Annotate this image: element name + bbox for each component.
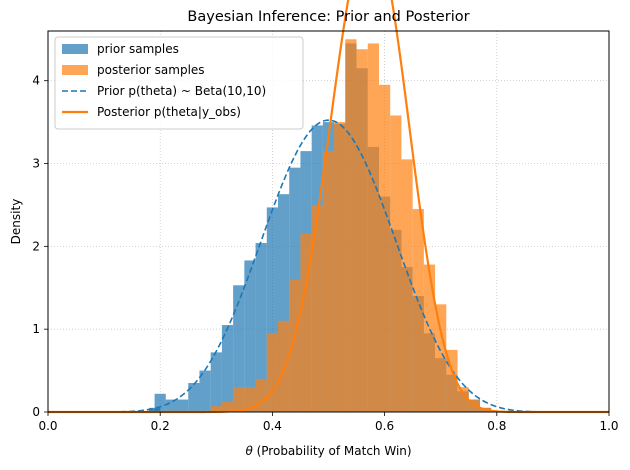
prior-bar xyxy=(244,260,256,412)
legend-label: Prior p(theta) ~ Beta(10,10) xyxy=(97,84,266,98)
x-axis-label-text: (Probability of Match Win) xyxy=(253,444,412,458)
prior-bar xyxy=(154,393,166,412)
prior-bar xyxy=(199,370,211,412)
posterior-bar xyxy=(322,151,335,412)
posterior-bar xyxy=(233,387,245,412)
ticks-layer: 0.0 0.2 0.4 0.6 0.8 1.0 0 1 2 3 4 xyxy=(32,74,618,433)
x-axis-label: θ (Probability of Match Win) xyxy=(245,444,411,458)
legend-entry: posterior samples xyxy=(62,63,205,77)
posterior-bar xyxy=(390,115,402,412)
posterior-bar xyxy=(412,209,424,412)
legend: prior samples posterior samples Prior p(th… xyxy=(54,36,304,130)
x-tick-label: 1.0 xyxy=(599,419,618,433)
legend-entry: prior samples xyxy=(62,42,179,56)
prior-bar xyxy=(233,285,245,412)
legend-label: prior samples xyxy=(97,42,179,56)
prior-bar xyxy=(188,383,200,412)
legend-swatch xyxy=(62,65,88,75)
legend-label: Posterior p(theta|y_obs) xyxy=(97,105,241,119)
legend-items: prior samples posterior samples Prior p(th… xyxy=(62,42,266,119)
y-axis-label: Density xyxy=(9,199,23,245)
posterior-bar xyxy=(210,406,222,412)
posterior-bar xyxy=(446,349,458,412)
x-tick-label: 0.0 xyxy=(38,419,57,433)
prior-bar xyxy=(221,325,234,412)
posterior-bar xyxy=(378,84,391,412)
x-tick-label: 0.2 xyxy=(151,419,170,433)
x-tick-label: 0.6 xyxy=(375,419,394,433)
prior-bar xyxy=(165,399,178,412)
posterior-bar xyxy=(401,159,413,412)
legend-label: posterior samples xyxy=(97,63,205,77)
prior-bar xyxy=(255,243,267,412)
posterior-bar xyxy=(255,378,267,412)
posterior-bar xyxy=(435,304,447,412)
y-tick-label: 4 xyxy=(32,74,40,88)
x-tick-label: 0.8 xyxy=(487,419,506,433)
y-tick-label: 3 xyxy=(32,157,40,171)
legend-swatch xyxy=(62,44,88,54)
posterior-bar xyxy=(356,49,368,412)
y-tick-label: 0 xyxy=(32,405,40,419)
chart-title: Bayesian Inference: Prior and Posterior xyxy=(187,9,469,25)
x-tick-label: 0.4 xyxy=(263,419,282,433)
posterior-bar xyxy=(266,333,279,412)
posterior-bar xyxy=(367,43,379,412)
posterior-bar xyxy=(334,122,346,412)
posterior-bar xyxy=(423,264,436,412)
prior-bar xyxy=(210,352,222,412)
posterior-bar xyxy=(457,387,469,412)
posterior-bar xyxy=(345,39,357,413)
y-tick-label: 2 xyxy=(32,239,40,253)
legend-entry: Prior p(theta) ~ Beta(10,10) xyxy=(62,84,266,98)
y-tick-label: 1 xyxy=(32,322,40,336)
posterior-bar xyxy=(289,279,301,412)
legend-entry: Posterior p(theta|y_obs) xyxy=(62,105,241,119)
posterior-bar xyxy=(300,233,312,412)
legend-box xyxy=(54,36,304,130)
posterior-bar xyxy=(221,402,234,412)
prior-pdf-line xyxy=(48,119,609,413)
plot-frame xyxy=(47,30,610,413)
prior-bar xyxy=(177,399,189,412)
x-axis-label-symbol: θ xyxy=(245,444,253,458)
prior-bar xyxy=(278,194,290,412)
prior-bar xyxy=(266,207,279,412)
posterior-bar xyxy=(244,387,256,412)
posterior-bar xyxy=(311,204,323,412)
